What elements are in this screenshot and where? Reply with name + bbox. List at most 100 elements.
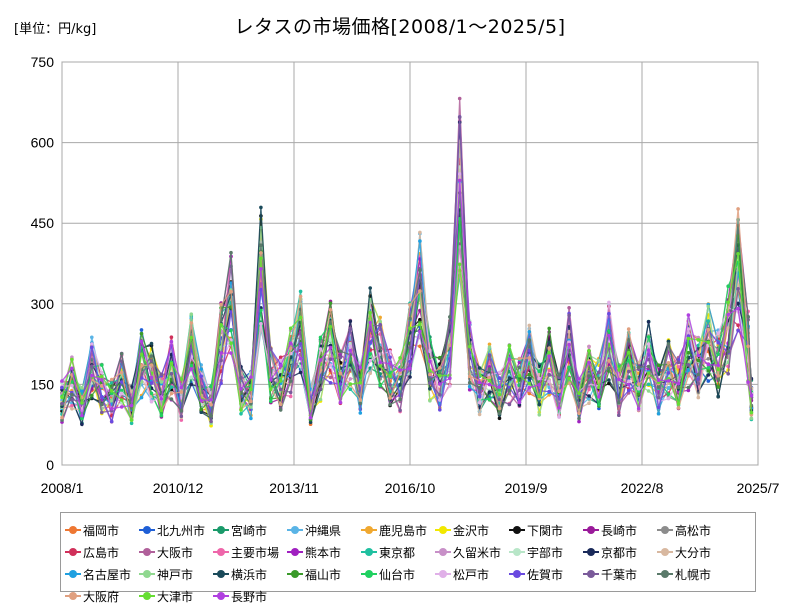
series-point <box>438 393 442 397</box>
series-point <box>288 341 293 346</box>
series-point <box>487 375 492 380</box>
series-point <box>736 207 740 211</box>
series-point <box>100 374 104 379</box>
legend-label: 福山市 <box>305 567 342 582</box>
legend-item: 福山市 <box>287 563 361 585</box>
series-point <box>448 343 452 348</box>
legend-item: 大分市 <box>657 541 731 563</box>
series-point <box>60 402 64 406</box>
series-point <box>587 344 591 349</box>
series-point <box>666 379 671 383</box>
series-point <box>159 372 164 377</box>
series-point <box>179 385 184 390</box>
series-point <box>418 289 422 293</box>
series-point <box>278 387 283 392</box>
series-point <box>189 382 194 387</box>
series-point <box>567 340 571 345</box>
series-point <box>607 378 611 382</box>
series-point <box>537 369 542 374</box>
series-point <box>686 313 691 317</box>
series-point <box>457 262 462 267</box>
series-point <box>139 339 144 344</box>
legend-marker-icon <box>657 547 673 557</box>
series-point <box>388 355 392 360</box>
series-point <box>139 328 144 332</box>
series-point <box>249 402 253 406</box>
series-point <box>90 342 94 346</box>
legend-label: 京都市 <box>601 545 638 560</box>
series-point <box>288 394 293 399</box>
series-point <box>547 368 551 373</box>
series-point <box>189 375 194 380</box>
legend-marker-icon <box>583 525 599 535</box>
series-point <box>199 407 203 412</box>
series-point <box>348 319 353 324</box>
series-point <box>537 402 542 407</box>
series-point <box>418 230 422 235</box>
legend-item: 大津市 <box>139 585 213 607</box>
series-point <box>159 380 164 384</box>
legend-marker-icon <box>213 569 229 579</box>
series-point <box>438 374 442 378</box>
series-point <box>259 243 263 247</box>
series-point <box>269 399 273 404</box>
series-point <box>626 369 631 374</box>
series-point <box>666 392 671 397</box>
series-point <box>656 378 661 383</box>
legend-item: 大阪市 <box>139 541 213 563</box>
series-point <box>736 287 740 291</box>
series-point <box>348 348 353 353</box>
series-point <box>597 394 601 399</box>
x-tick-label: 2013/11 <box>269 480 319 496</box>
series-point <box>617 413 621 418</box>
series-point <box>676 360 681 365</box>
series-point <box>746 380 750 384</box>
series-point <box>567 306 571 310</box>
series-lines <box>60 96 754 428</box>
series-point <box>328 301 333 306</box>
series-point <box>80 401 84 405</box>
series-point <box>199 374 203 379</box>
series-point <box>358 411 363 415</box>
series-point <box>716 352 720 357</box>
series-point <box>497 411 502 416</box>
legend-item: 東京都 <box>361 541 435 563</box>
x-tick-label: 2025/7 <box>737 480 780 496</box>
series-point <box>557 375 561 380</box>
legend-marker-icon <box>65 591 81 601</box>
legend-label: 大阪府 <box>83 589 120 604</box>
series-point <box>646 320 651 324</box>
series-point <box>378 384 383 388</box>
series-point <box>70 407 74 411</box>
series-point <box>298 315 303 320</box>
series-point <box>656 385 661 389</box>
y-axis: 0 150 300 450 600 750 <box>31 54 55 473</box>
series-point <box>636 406 641 411</box>
series-point <box>587 401 591 406</box>
series-point <box>388 361 392 366</box>
series-point <box>557 415 561 419</box>
series-point <box>418 308 422 313</box>
series-point <box>169 372 174 376</box>
x-tick-label: 2016/10 <box>385 480 436 496</box>
series-point <box>249 399 253 404</box>
series-point <box>318 347 323 351</box>
series-point <box>219 302 223 307</box>
legend-item: 宇部市 <box>509 541 583 563</box>
series-point <box>398 397 402 402</box>
legend-item: 鹿児島市 <box>361 519 435 541</box>
series-point <box>129 403 134 408</box>
series-point <box>90 373 94 378</box>
series-point <box>418 268 422 273</box>
series-point <box>298 370 303 375</box>
series-point <box>706 304 711 309</box>
series-point <box>656 395 661 400</box>
series-point <box>666 361 671 365</box>
series-point <box>716 385 720 389</box>
legend-marker-icon <box>213 547 229 557</box>
series-point <box>467 344 472 349</box>
series-point <box>517 374 522 378</box>
legend-marker-icon <box>361 569 377 579</box>
series-point <box>448 384 452 388</box>
series-point <box>70 366 74 371</box>
